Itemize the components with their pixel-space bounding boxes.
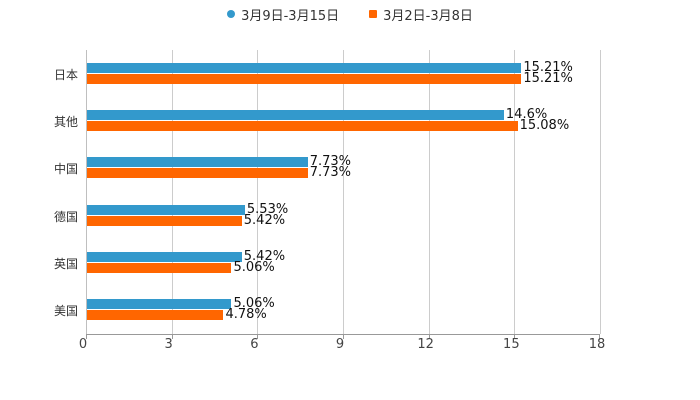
- bar[interactable]: [87, 110, 504, 120]
- data-label: 7.73%: [309, 165, 352, 181]
- data-label: 15.21%: [523, 70, 573, 86]
- bar[interactable]: [87, 263, 232, 273]
- bar[interactable]: [87, 204, 245, 215]
- gridline: [514, 50, 516, 334]
- bar[interactable]: [87, 62, 522, 73]
- axis-tick: [86, 334, 87, 339]
- gridline: [428, 50, 430, 334]
- legend-item-series-1[interactable]: 3月9日-3月15日: [227, 5, 340, 24]
- gridline: [343, 50, 344, 334]
- data-label: 5.06%: [233, 296, 275, 312]
- axis-tick: [343, 334, 344, 339]
- axis-tick: [171, 334, 173, 339]
- bar[interactable]: [87, 73, 522, 84]
- bar[interactable]: [87, 168, 308, 179]
- category-label: 德国: [53, 209, 78, 224]
- plot-area: 15.21% 15.21% 14.6% 15.08% 7.73% 7.73% 5.53% 5.…: [86, 50, 601, 339]
- bar[interactable]: [87, 121, 518, 131]
- legend-label: 3月2日-3月8日: [383, 8, 473, 24]
- data-label: 7.73%: [309, 154, 352, 170]
- x-tick-label: 0: [78, 337, 88, 352]
- gridline: [600, 50, 601, 334]
- x-tick-label: 6: [250, 337, 259, 352]
- data-label: 5.53%: [246, 201, 289, 217]
- axis-tick: [257, 334, 259, 339]
- data-label: 15.21%: [523, 59, 573, 75]
- y-axis-line: [86, 50, 87, 334]
- data-label: 4.78%: [225, 307, 267, 323]
- category-label: 美国: [53, 304, 78, 319]
- bar[interactable]: [87, 157, 308, 168]
- x-axis-line: [86, 334, 600, 335]
- data-label: 5.42%: [243, 249, 286, 264]
- bar[interactable]: [87, 310, 224, 321]
- x-tick-label: 9: [335, 337, 345, 352]
- x-tick-label: 12: [417, 337, 434, 352]
- bar[interactable]: [87, 299, 232, 310]
- data-label: 5.42%: [243, 212, 286, 228]
- legend-circle-icon: [227, 10, 236, 18]
- bar[interactable]: [87, 252, 242, 262]
- data-label: 14.6%: [505, 107, 548, 122]
- x-tick-label: 15: [503, 337, 520, 352]
- x-tick-label: 18: [588, 337, 606, 352]
- gridline: [257, 50, 259, 334]
- x-tick-label: 3: [164, 337, 173, 352]
- data-label: 15.08%: [519, 118, 570, 133]
- legend-label: 3月9日-3月15日: [241, 8, 340, 24]
- axis-tick: [514, 334, 516, 339]
- category-label: 其他: [53, 115, 78, 129]
- bar[interactable]: [87, 215, 242, 226]
- data-label: 5.06%: [233, 260, 275, 275]
- legend-item-series-2[interactable]: 3月2日-3月8日: [369, 5, 473, 24]
- gridline: [171, 50, 173, 334]
- axis-tick: [428, 334, 430, 339]
- axis-tick: [599, 334, 600, 339]
- category-label: 日本: [53, 67, 78, 82]
- chart-legend: 3月9日-3月15日 3月2日-3月8日: [0, 5, 700, 24]
- category-label: 英国: [53, 257, 78, 271]
- category-label: 中国: [53, 162, 78, 177]
- legend-square-icon: [369, 10, 378, 18]
